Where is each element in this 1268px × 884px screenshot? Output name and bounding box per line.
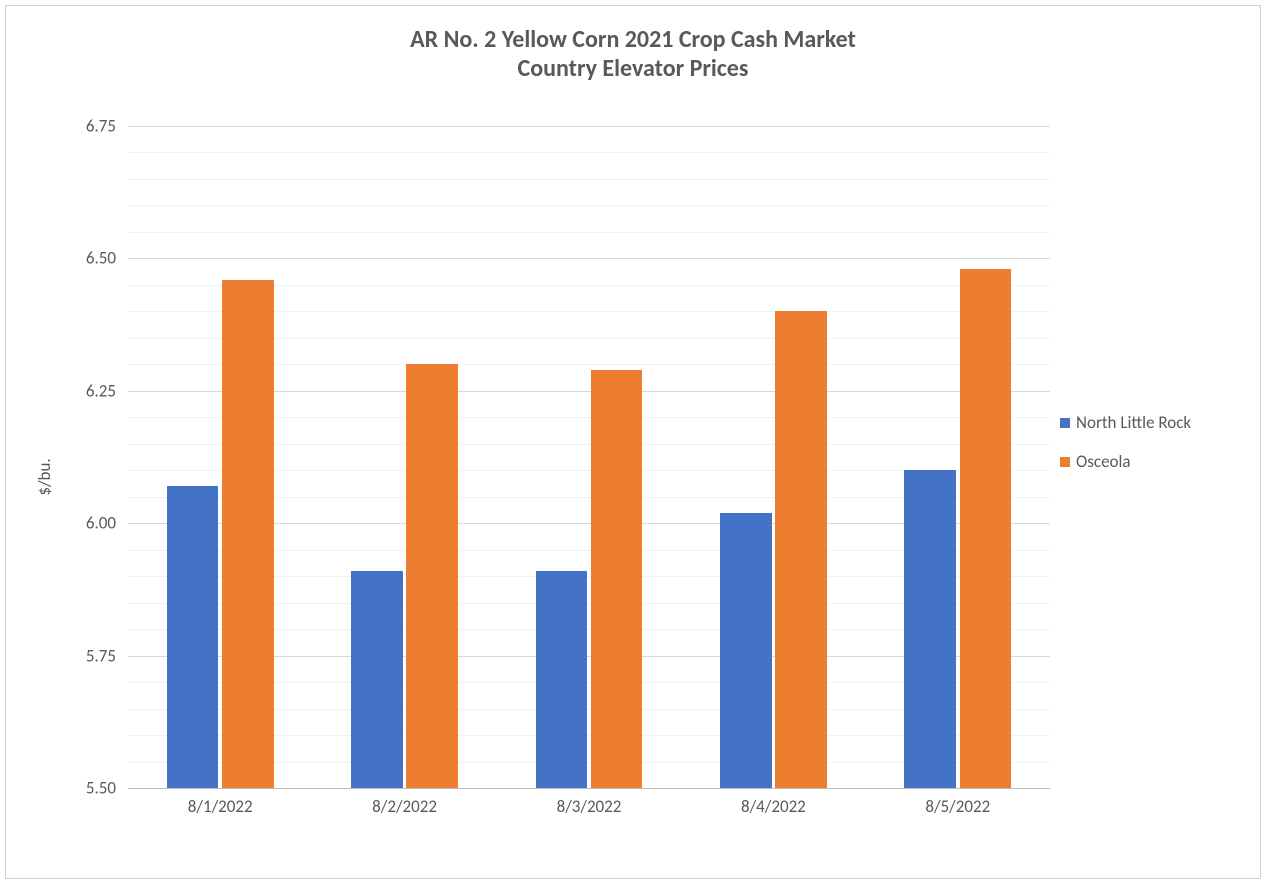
y-tick-label: 6.00 — [86, 513, 116, 534]
bars-layer — [128, 126, 1050, 788]
x-tick-label: 8/3/2022 — [557, 796, 622, 817]
x-tick-label: 8/4/2022 — [741, 796, 806, 817]
x-tick-label: 8/5/2022 — [925, 796, 990, 817]
bar — [351, 571, 403, 788]
chart-container: AR No. 2 Yellow Corn 2021 Crop Cash Mark… — [5, 5, 1261, 879]
bar — [720, 513, 772, 788]
bar — [591, 370, 643, 788]
legend-item: Osceola — [1060, 451, 1240, 472]
chart-body: $/bu. 5.505.756.006.256.506.75 8/1/20228… — [56, 126, 1050, 828]
y-tick-label: 5.75 — [86, 645, 116, 666]
y-tick-label: 6.50 — [86, 248, 116, 269]
y-tick-label: 6.75 — [86, 116, 116, 137]
y-axis: 5.505.756.006.256.506.75 — [56, 126, 124, 788]
bar — [222, 280, 274, 788]
legend: North Little Rock Osceola — [1060, 394, 1240, 490]
y-tick-label: 6.25 — [86, 380, 116, 401]
x-tick-label: 8/1/2022 — [188, 796, 253, 817]
x-tick-label: 8/2/2022 — [372, 796, 437, 817]
bar — [904, 470, 956, 788]
legend-item: North Little Rock — [1060, 412, 1240, 433]
bar — [536, 571, 588, 788]
plot-area — [128, 126, 1050, 788]
legend-swatch — [1060, 457, 1070, 467]
y-axis-title: $/bu. — [34, 458, 55, 495]
chart-title-line1: AR No. 2 Yellow Corn 2021 Crop Cash Mark… — [6, 26, 1260, 55]
bar — [406, 364, 458, 788]
chart-title-line2: Country Elevator Prices — [6, 55, 1260, 84]
y-tick-label: 5.50 — [86, 778, 116, 799]
bar — [775, 311, 827, 788]
chart-title: AR No. 2 Yellow Corn 2021 Crop Cash Mark… — [6, 6, 1260, 84]
legend-label: North Little Rock — [1076, 412, 1191, 433]
bar — [167, 486, 219, 788]
bar — [960, 269, 1012, 788]
legend-label: Osceola — [1076, 451, 1131, 472]
legend-swatch — [1060, 418, 1070, 428]
x-axis: 8/1/2022 8/2/2022 8/3/2022 8/4/2022 8/5/2022 — [128, 788, 1050, 828]
